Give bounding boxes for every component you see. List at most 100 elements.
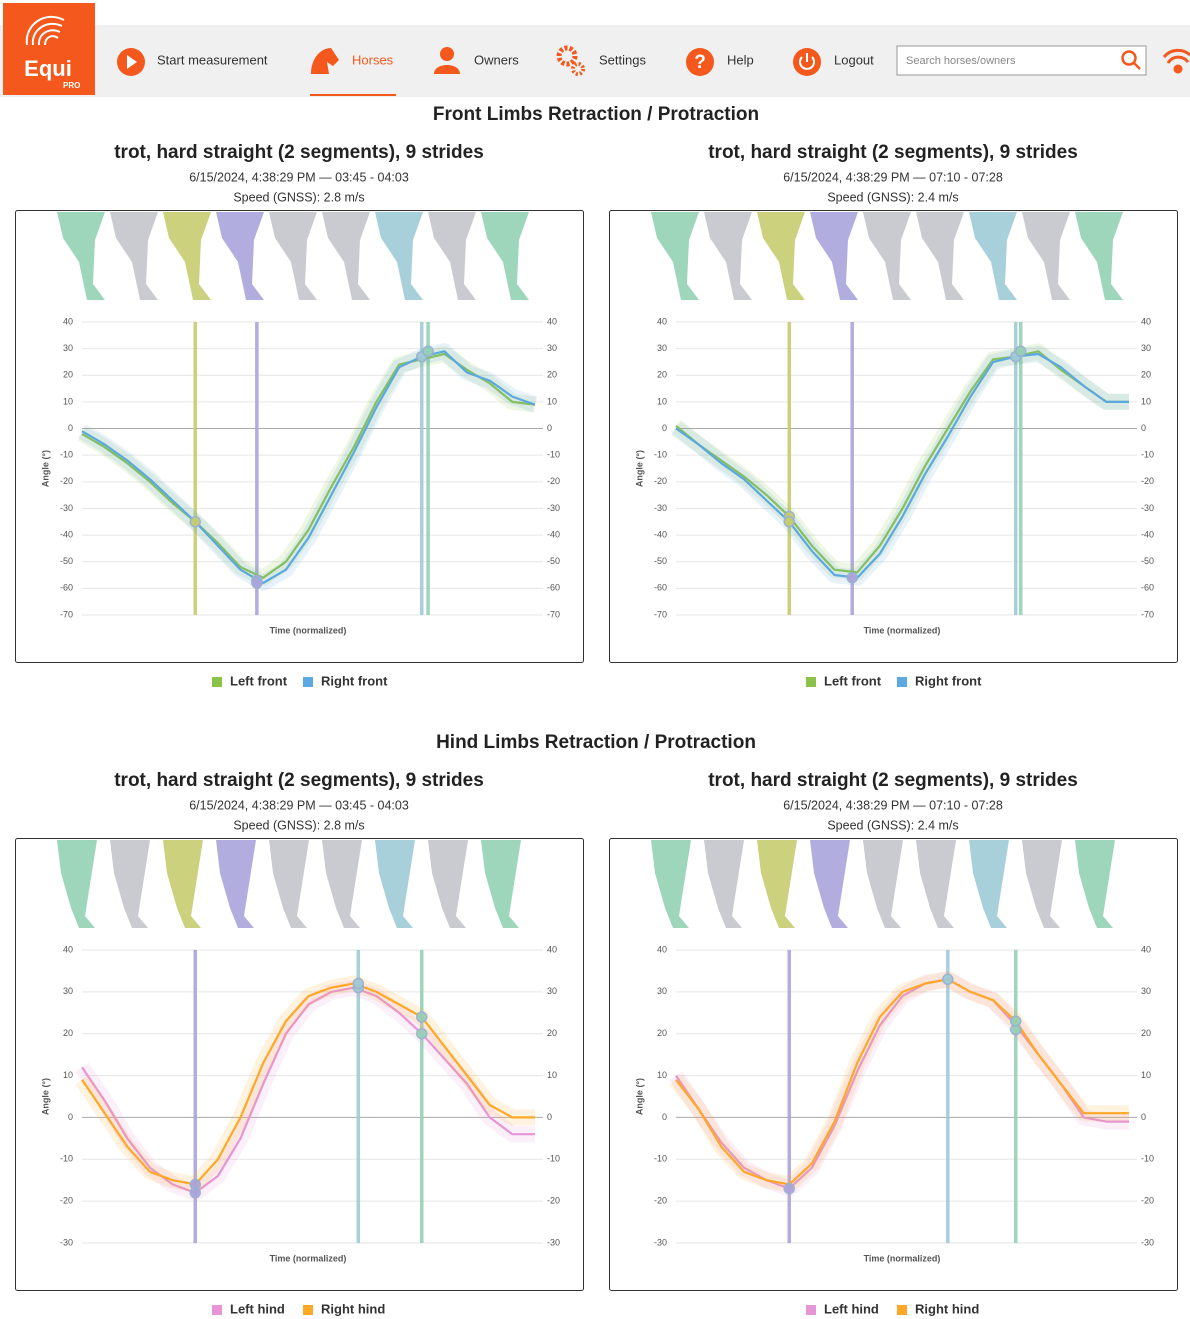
- y2-tick-label: 20: [547, 370, 557, 380]
- leg-illustration: [375, 840, 415, 928]
- y-tick-label: -60: [60, 583, 73, 593]
- y-tick-label: -30: [654, 503, 667, 513]
- legend-swatch: [806, 677, 816, 687]
- y2-tick-label: -70: [547, 609, 560, 619]
- y2-tick-label: -30: [1141, 503, 1154, 513]
- y2-tick-label: 0: [1141, 1112, 1146, 1122]
- nav-label: Owners: [474, 52, 519, 67]
- legend-swatch: [897, 677, 907, 687]
- legend-item[interactable]: Left front: [212, 673, 288, 688]
- y2-tick-label: 0: [547, 423, 552, 433]
- chart-frame: [15, 210, 584, 663]
- y-tick-label: -20: [60, 476, 73, 486]
- series-line: [81, 350, 536, 585]
- y-tick-label: -30: [60, 503, 73, 513]
- event-point: [1014, 345, 1027, 358]
- legend-label: Left front: [230, 673, 288, 688]
- event-point: [352, 977, 365, 990]
- y-tick-label: 30: [63, 986, 73, 996]
- chart-speed: Speed (GNSS): 2.4 m/s: [827, 818, 958, 832]
- leg-illustration: [322, 840, 362, 928]
- nav-item[interactable]: Logout: [793, 48, 874, 76]
- legend-label: Left front: [824, 673, 882, 688]
- legend-swatch: [212, 677, 222, 687]
- legend-item[interactable]: Right front: [303, 673, 388, 688]
- y2-tick-label: -30: [547, 1237, 560, 1247]
- chart-date: 6/15/2024, 4:38:29 PM — 07:10 - 07:28: [783, 798, 1003, 812]
- y2-tick-label: 30: [547, 343, 557, 353]
- leg-illustration: [651, 212, 699, 300]
- event-point: [416, 1011, 428, 1023]
- leg-illustration: [375, 212, 423, 300]
- y2-tick-label: -20: [1141, 476, 1154, 486]
- y-tick-label: -70: [654, 609, 667, 619]
- leg-illustration: [269, 840, 309, 928]
- chart-date: 6/15/2024, 4:38:29 PM — 03:45 - 04:03: [189, 170, 409, 184]
- y-tick-label: -20: [60, 1196, 73, 1206]
- leg-illustration: [651, 840, 691, 928]
- connection-icon[interactable]: [1162, 48, 1190, 74]
- legend-item[interactable]: Right front: [897, 673, 982, 688]
- event-point: [189, 1178, 201, 1191]
- chart-speed: Speed (GNSS): 2.8 m/s: [233, 190, 364, 204]
- search-placeholder: Search horses/owners: [906, 55, 1016, 67]
- logo-sub: PRO: [63, 81, 80, 90]
- y2-tick-label: -10: [1141, 1154, 1154, 1164]
- nav-item[interactable]: ? Help: [686, 48, 754, 76]
- legend-item[interactable]: Left front: [806, 673, 882, 688]
- y-tick-label: 0: [662, 1112, 667, 1122]
- search-box[interactable]: [896, 45, 1147, 76]
- nav-icon-glyph: ?: [694, 52, 706, 73]
- leg-illustration: [969, 212, 1017, 300]
- legend-swatch: [212, 1305, 222, 1315]
- legend-item[interactable]: Right hind: [897, 1301, 979, 1316]
- y2-tick-label: 0: [1141, 423, 1146, 433]
- search-icon[interactable]: [1121, 50, 1141, 70]
- nav-icon: [434, 65, 460, 74]
- nav-item[interactable]: Horses: [310, 48, 396, 96]
- y-tick-label: 30: [657, 986, 667, 996]
- leg-illustration: [110, 840, 150, 928]
- event-point: [783, 1182, 795, 1195]
- x-axis-title: Time (normalized): [270, 1253, 347, 1263]
- series-line: [81, 986, 535, 1194]
- y2-tick-label: 40: [1141, 316, 1151, 326]
- y2-tick-label: 20: [1141, 1028, 1151, 1038]
- nav-label: Settings: [599, 52, 646, 67]
- y2-tick-label: 10: [547, 1070, 557, 1080]
- nav-label: Logout: [834, 52, 874, 67]
- y2-tick-label: 10: [547, 396, 557, 406]
- nav-label: Help: [727, 52, 754, 67]
- nav-icon-glyph: [799, 56, 815, 70]
- y-tick-label: 0: [662, 423, 667, 433]
- y-tick-label: 30: [63, 343, 73, 353]
- logo-text: Equi: [24, 56, 72, 81]
- legend-item[interactable]: Right hind: [303, 1301, 385, 1316]
- leg-illustration: [969, 840, 1009, 928]
- nav-item[interactable]: Start measurement: [117, 48, 268, 76]
- logo[interactable]: [3, 3, 95, 95]
- legend-item[interactable]: Left hind: [212, 1301, 285, 1316]
- chart-speed: Speed (GNSS): 2.4 m/s: [827, 190, 958, 204]
- leg-illustration: [1022, 212, 1070, 300]
- legend-label: Left hind: [230, 1301, 285, 1316]
- y2-tick-label: -10: [547, 450, 560, 460]
- event-point: [1010, 1015, 1022, 1027]
- event-point: [783, 516, 795, 528]
- nav-item[interactable]: Settings: [556, 45, 646, 76]
- y2-tick-label: 40: [547, 316, 557, 326]
- nav-item[interactable]: Owners: [434, 47, 519, 74]
- legend-swatch: [303, 1305, 313, 1315]
- y2-tick-label: -20: [1141, 1196, 1154, 1206]
- y2-tick-label: -70: [1141, 609, 1154, 619]
- chart-frame: [609, 210, 1178, 663]
- y2-tick-label: 10: [1141, 396, 1151, 406]
- nav-active-underline: [310, 94, 396, 96]
- legend-item[interactable]: Left hind: [806, 1301, 879, 1316]
- event-point: [422, 345, 434, 358]
- leg-illustration: [1022, 840, 1062, 928]
- y2-tick-label: -20: [547, 476, 560, 486]
- y2-tick-label: -10: [1141, 450, 1154, 460]
- y-tick-label: -70: [60, 609, 73, 619]
- leg-illustration: [810, 840, 850, 928]
